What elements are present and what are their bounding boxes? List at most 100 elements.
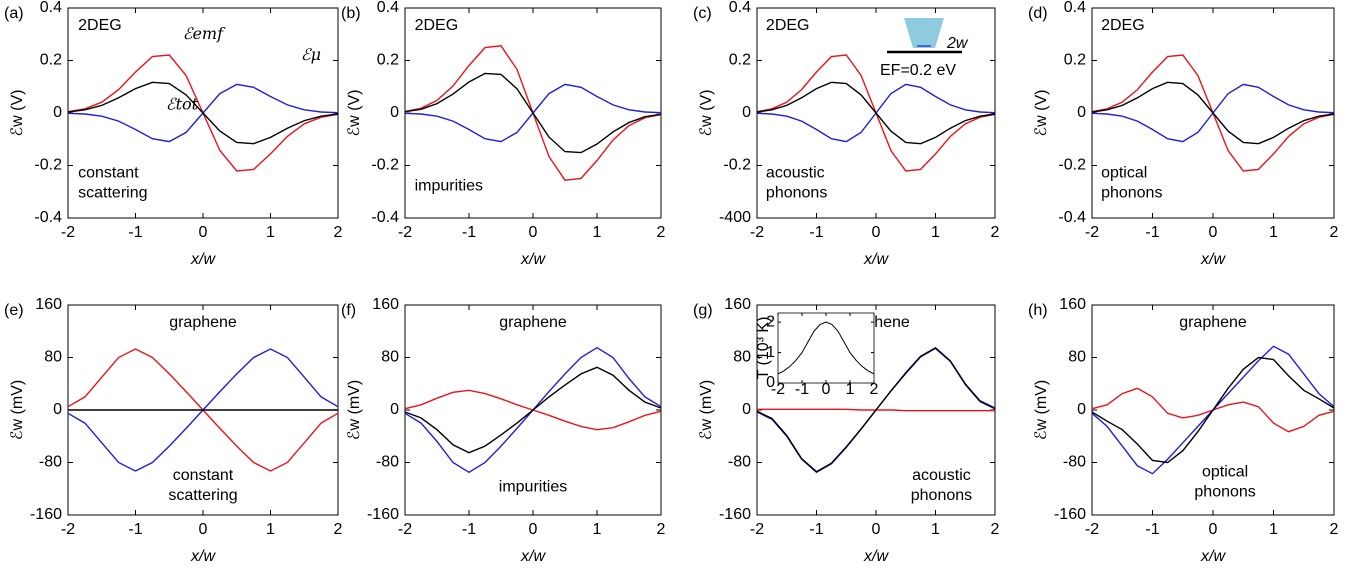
y-tick-label: -160 xyxy=(719,506,751,523)
y-tick-label: 0.4 xyxy=(729,0,751,16)
x-tick-label: 1 xyxy=(593,224,602,241)
note: scattering xyxy=(78,185,147,202)
x-tick-label: 2 xyxy=(657,224,666,241)
annotation: graphene xyxy=(1179,314,1247,331)
panel: -2 -1 0 1 2 -160 -80 0 80 160 ℰw (mV) x/w (f) graphen… xyxy=(341,296,666,565)
x-tick-label: 1 xyxy=(266,521,275,538)
x-axis-label: x/w xyxy=(520,548,546,565)
y-tick-label: -0.2 xyxy=(723,157,751,174)
x-tick-label: 2 xyxy=(991,521,1000,538)
annotation: graphene xyxy=(169,314,237,331)
panel: -2 -1 0 1 2 -160 -80 0 80 160 ℰw (mV) x/w (e) graphen… xyxy=(4,296,343,565)
y-tick-label: 0 xyxy=(390,104,399,121)
x-tick-label: -2 xyxy=(398,521,412,538)
y-tick-label: 0.4 xyxy=(1064,0,1086,16)
y-tick-label: 0.4 xyxy=(377,0,399,16)
series-line xyxy=(67,81,339,145)
annotation: 2DEG xyxy=(78,17,122,34)
y-tick-label: 0 xyxy=(53,401,62,418)
x-tick-label: 1 xyxy=(593,521,602,538)
panel-label: (g) xyxy=(693,302,713,319)
y-tick-label: 160 xyxy=(372,296,399,313)
x-tick-label: -1 xyxy=(1145,224,1159,241)
y-tick-label: -0.2 xyxy=(1058,157,1086,174)
x-tick-label: 2 xyxy=(991,224,1000,241)
y-axis-label: ℰw (V) xyxy=(346,89,363,136)
panel: -2 -1 0 1 2 -0.4 -0.2 0 0.2 0.4 ℰw (V) x/w (d) 2DEG op… xyxy=(1028,0,1339,268)
x-tick-label: 2 xyxy=(870,381,879,398)
y-tick-label: 0 xyxy=(766,374,775,391)
panel-label: (h) xyxy=(1028,302,1048,319)
y-axis-label: ℰw (V) xyxy=(1033,89,1050,136)
y-tick-label: -80 xyxy=(376,454,399,471)
note: acoustic xyxy=(766,165,825,182)
x-tick-label: 0 xyxy=(872,224,881,241)
inset-label: EF=0.2 eV xyxy=(880,62,956,79)
x-tick-label: -1 xyxy=(128,224,142,241)
x-tick-label: 1 xyxy=(846,381,855,398)
note: phonons xyxy=(911,487,972,504)
x-tick-label: 1 xyxy=(1269,521,1278,538)
x-tick-label: -1 xyxy=(809,521,823,538)
x-tick-label: 0 xyxy=(199,521,208,538)
note: impurities xyxy=(499,479,567,496)
y-tick-label: 80 xyxy=(1068,349,1086,366)
panel-label: (b) xyxy=(341,5,361,22)
annotation: 2DEG xyxy=(1101,17,1145,34)
y-tick-label: 80 xyxy=(381,349,399,366)
y-tick-label: -160 xyxy=(1054,506,1086,523)
x-axis-label: x/w xyxy=(190,251,216,268)
x-tick-label: 1 xyxy=(931,521,940,538)
x-tick-label: -2 xyxy=(750,521,764,538)
x-tick-label: 1 xyxy=(266,224,275,241)
x-tick-label: 2 xyxy=(657,521,666,538)
x-tick-label: 2 xyxy=(334,224,343,241)
y-tick-label: 2 xyxy=(766,313,775,330)
y-tick-label: 160 xyxy=(1059,296,1086,313)
annotation: 2DEG xyxy=(766,17,810,34)
note: phonons xyxy=(1101,185,1162,202)
y-tick-label: 0 xyxy=(390,401,399,418)
y-axis-label: ℰw (mV) xyxy=(346,380,363,440)
note: optical xyxy=(1101,165,1147,182)
series-line xyxy=(777,321,875,375)
y-tick-label: -0.2 xyxy=(34,157,62,174)
panel-label: (e) xyxy=(4,302,24,319)
note: constant xyxy=(78,165,139,182)
annotation: graphene xyxy=(499,314,567,331)
x-tick-label: -1 xyxy=(462,521,476,538)
beam-icon xyxy=(904,18,944,48)
x-axis-label: x/w xyxy=(520,251,546,268)
x-tick-label: -2 xyxy=(61,224,75,241)
y-tick-label: -160 xyxy=(30,506,62,523)
y-tick-label: 0.4 xyxy=(40,0,62,16)
series-line xyxy=(756,347,996,473)
y-axis-label: ℰw (mV) xyxy=(9,380,26,440)
y-tick-label: 1 xyxy=(766,344,775,361)
y-axis-label: ℰw (V) xyxy=(9,89,26,136)
panel: -2 -1 0 1 2 -160 -80 0 80 160 ℰw (mV) x/w (h) graphen… xyxy=(1028,296,1339,565)
x-axis-label: x/w xyxy=(863,251,889,268)
x-tick-label: -1 xyxy=(1145,521,1159,538)
y-tick-label: -0.4 xyxy=(371,209,399,226)
y-tick-label: -80 xyxy=(1063,454,1086,471)
panel-label: (d) xyxy=(1028,5,1048,22)
x-tick-label: -2 xyxy=(398,224,412,241)
y-tick-label: 0.2 xyxy=(1064,52,1086,69)
x-tick-label: 0 xyxy=(822,381,831,398)
y-tick-label: 0 xyxy=(742,104,751,121)
x-tick-label: 0 xyxy=(1209,224,1218,241)
y-tick-label: 80 xyxy=(44,349,62,366)
x-tick-label: 0 xyxy=(1209,521,1218,538)
x-tick-label: -2 xyxy=(1085,224,1099,241)
x-tick-label: -2 xyxy=(771,381,785,398)
x-tick-label: -1 xyxy=(462,224,476,241)
y-tick-label: -0.4 xyxy=(34,209,62,226)
panel: -2 -1 0 1 2 -0.4 -0.2 0 0.2 0.4 ℰemf ℰμ ℰtot ℰw (V) x/… xyxy=(4,0,343,268)
note: constant xyxy=(173,467,234,484)
x-axis-label: x/w xyxy=(190,548,216,565)
note: acoustic xyxy=(912,467,971,484)
